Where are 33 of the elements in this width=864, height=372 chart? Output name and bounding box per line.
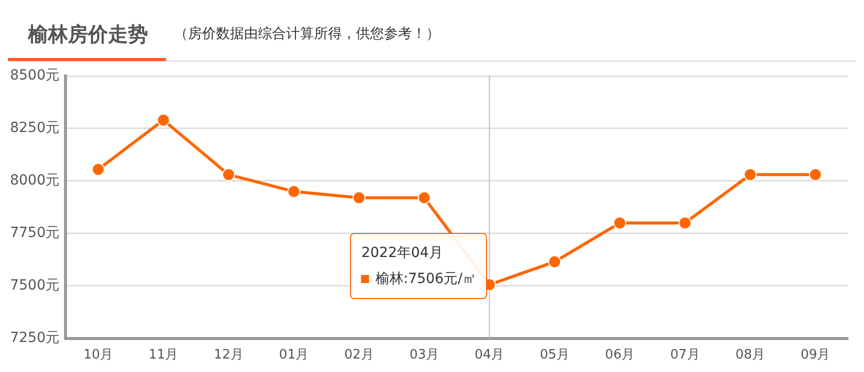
x-tick-label: 03月 <box>409 348 439 363</box>
point <box>808 168 822 182</box>
y-tick-label: 7250元 <box>10 330 60 346</box>
chart-subtitle: （房价数据由综合计算所得，供您参考！） <box>174 25 440 43</box>
x-tick-label: 04月 <box>474 348 504 363</box>
x-tick-label: 10月 <box>83 348 113 363</box>
x-tick-label: 11月 <box>148 348 178 363</box>
point <box>548 255 562 268</box>
point <box>92 162 105 176</box>
x-tick-label: 02月 <box>344 348 374 363</box>
x-tick-label: 12月 <box>214 348 244 363</box>
x-tick-label: 09月 <box>800 348 830 363</box>
x-tick-label: 06月 <box>605 348 635 363</box>
annotation: 榆林:7506元/㎡ <box>375 270 476 289</box>
point <box>287 184 300 198</box>
point <box>222 168 236 182</box>
point <box>418 191 431 204</box>
point <box>156 114 170 127</box>
x-tick-label: 05月 <box>540 348 570 363</box>
y-tick-label: 7500元 <box>10 278 60 294</box>
point <box>678 216 692 230</box>
chart-title: 榆林房价走势 <box>28 20 148 48</box>
x-tick-label: 08月 <box>735 348 765 363</box>
annotation: 2022年04月 <box>361 244 443 263</box>
y-tick-label: 8000元 <box>10 172 60 189</box>
point <box>613 216 626 230</box>
point <box>352 191 366 204</box>
x-tick-label: 07月 <box>670 348 700 363</box>
y-tick-label: 7750元 <box>10 225 60 242</box>
y-tick-label: 8500元 <box>10 68 60 84</box>
y-tick-label: 8250元 <box>10 120 60 136</box>
x-tick-label: 01月 <box>279 348 309 363</box>
point <box>744 168 757 182</box>
